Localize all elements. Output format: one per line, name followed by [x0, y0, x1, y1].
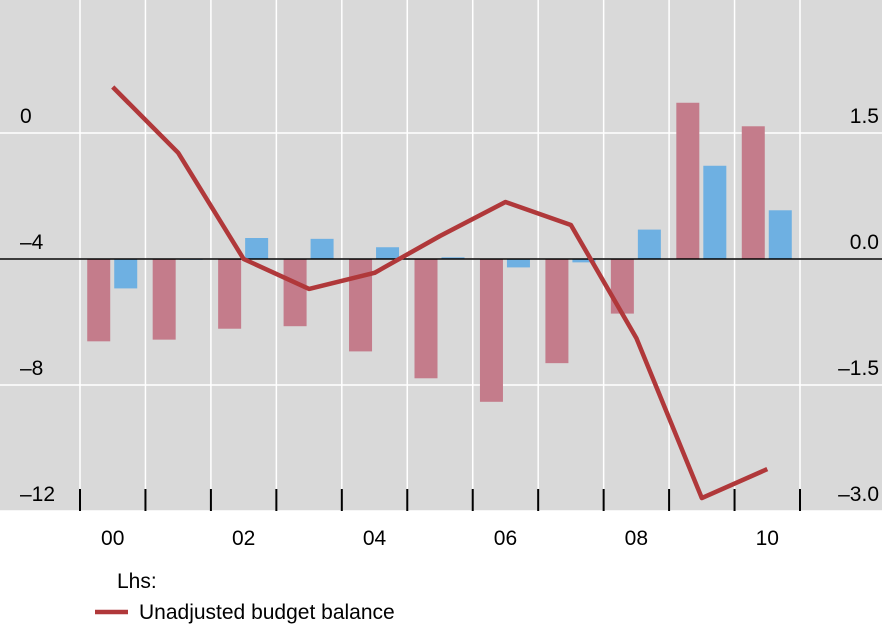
bar	[703, 165, 727, 259]
x-tick-label: 04	[363, 527, 387, 550]
bar	[414, 259, 438, 379]
y-tick-label: –8	[20, 357, 43, 380]
legend-label: Unadjusted budget balance	[139, 601, 395, 624]
bar	[114, 259, 138, 289]
bar	[441, 257, 465, 259]
bar	[545, 259, 569, 364]
y-tick-label: –12	[20, 483, 55, 506]
bar	[479, 259, 503, 402]
bar	[506, 259, 530, 268]
bar	[349, 259, 373, 352]
bar	[152, 259, 176, 340]
y2-tick-label: 1.5	[850, 105, 879, 128]
line-series	[111, 85, 769, 501]
x-tick-label: 08	[625, 527, 648, 550]
bar	[637, 229, 661, 259]
x-tick-label: 06	[494, 527, 517, 550]
y2-tick-label: 0.0	[850, 231, 879, 254]
y-tick-label: 0	[20, 105, 32, 128]
bar	[283, 259, 307, 327]
legend-title: Lhs:	[117, 570, 157, 593]
bar	[768, 210, 792, 259]
bar	[87, 259, 111, 342]
y-tick-label: –4	[20, 231, 44, 254]
bar	[741, 126, 765, 259]
bar	[572, 259, 596, 263]
bar	[610, 259, 634, 314]
x-tick-label: 00	[101, 527, 124, 550]
y2-tick-label: –1.5	[838, 357, 879, 380]
x-tick-label: 10	[756, 527, 779, 550]
x-tick-label: 02	[232, 527, 255, 550]
bar	[245, 238, 269, 259]
bar	[376, 247, 400, 259]
bar	[676, 102, 700, 259]
bar	[310, 238, 334, 259]
y2-tick-label: –3.0	[838, 483, 879, 506]
bar	[218, 259, 242, 329]
